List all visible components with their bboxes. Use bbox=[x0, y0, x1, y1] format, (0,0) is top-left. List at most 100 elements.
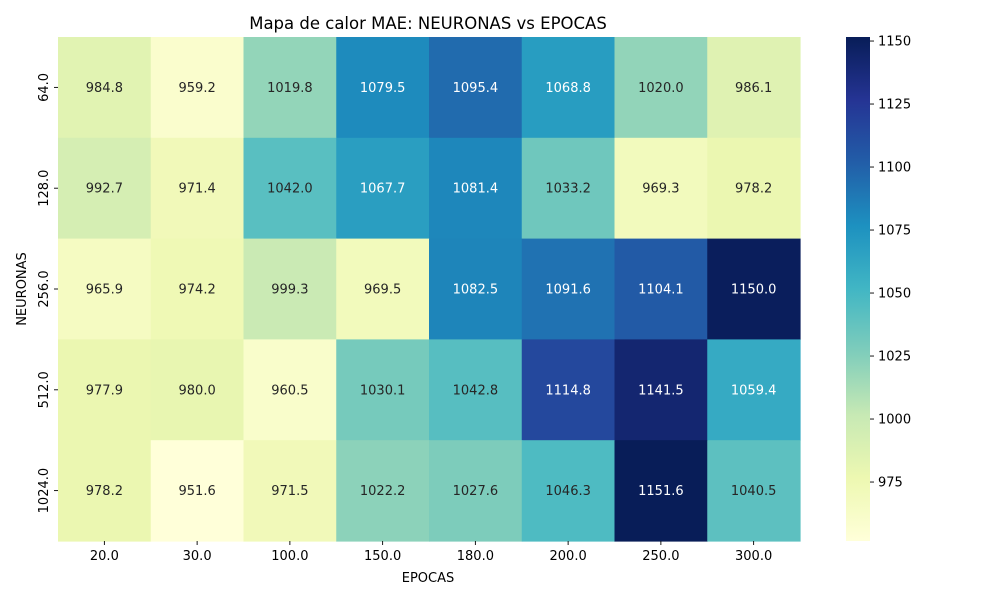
heatmap-cell bbox=[429, 339, 523, 441]
x-tick-label: 20.0 bbox=[90, 549, 119, 564]
heatmap-cells: 984.8 959.2 1019.8 1079.5 1095.4 1068.8 1020.0… bbox=[58, 37, 801, 542]
cell-value-label: 992.7 bbox=[86, 182, 123, 197]
y-tick-label: 64.0 bbox=[37, 73, 52, 102]
cell-value-label: 1033.2 bbox=[545, 182, 591, 197]
colorbar-tick-label: 1100 bbox=[878, 161, 911, 176]
cell-value-label: 965.9 bbox=[86, 283, 123, 298]
cell-value-label: 1022.2 bbox=[360, 484, 406, 499]
heatmap-cell bbox=[243, 137, 337, 240]
cell-value-label: 1046.3 bbox=[545, 484, 591, 499]
x-tick-label: 250.0 bbox=[642, 549, 679, 564]
cell-value-label: 1019.8 bbox=[267, 81, 313, 96]
heatmap-cell bbox=[58, 238, 152, 340]
colorbar: 975 1000 1025 1050 1075 1100 1125 1150 bbox=[846, 35, 911, 541]
cell-value-label: 1067.7 bbox=[360, 182, 406, 197]
cell-value-label: 1095.4 bbox=[453, 81, 499, 96]
cell-value-label: 1150.0 bbox=[731, 283, 777, 298]
cell-value-label: 1082.5 bbox=[453, 283, 499, 298]
cell-value-label: 971.4 bbox=[179, 182, 216, 197]
x-tick-label: 30.0 bbox=[183, 549, 212, 564]
cell-value-label: 980.0 bbox=[179, 383, 216, 398]
cell-value-label: 984.8 bbox=[86, 81, 123, 96]
heatmap-cell bbox=[150, 440, 245, 542]
cell-value-label: 1141.5 bbox=[638, 383, 684, 398]
heatmap-cell bbox=[150, 339, 245, 441]
heatmap-cell bbox=[58, 37, 152, 139]
heatmap-cell bbox=[614, 37, 708, 139]
heatmap-cell bbox=[58, 339, 152, 441]
x-tick-label: 180.0 bbox=[457, 549, 494, 564]
heatmap-cell bbox=[429, 238, 523, 340]
heatmap-cell bbox=[707, 137, 801, 240]
colorbar-tick-label: 1050 bbox=[878, 287, 911, 302]
heatmap-cell bbox=[614, 238, 708, 340]
colorbar-tick-label: 1125 bbox=[878, 98, 911, 113]
heatmap-cell bbox=[707, 37, 801, 139]
x-tick-label: 200.0 bbox=[550, 549, 587, 564]
cell-value-label: 960.5 bbox=[271, 383, 308, 398]
cell-value-label: 1040.5 bbox=[731, 484, 777, 499]
heatmap-cell bbox=[707, 339, 801, 441]
cell-value-label: 978.2 bbox=[86, 484, 123, 499]
heatmap-cell bbox=[521, 339, 616, 441]
cell-value-label: 1151.6 bbox=[638, 484, 684, 499]
cell-value-label: 1059.4 bbox=[731, 383, 777, 398]
colorbar-tick-label: 1075 bbox=[878, 224, 911, 239]
colorbar-tick-label: 1150 bbox=[878, 35, 911, 50]
heatmap-cell bbox=[150, 238, 245, 340]
heatmap-cell bbox=[243, 339, 337, 441]
cell-value-label: 1030.1 bbox=[360, 383, 406, 398]
y-tick-label: 1024.0 bbox=[37, 468, 52, 513]
heatmap-cell bbox=[707, 440, 801, 542]
x-tick-label: 150.0 bbox=[364, 549, 401, 564]
chart-title: Mapa de calor MAE: NEURONAS vs EPOCAS bbox=[249, 14, 607, 33]
cell-value-label: 1042.0 bbox=[267, 182, 313, 197]
x-axis-label: EPOCAS bbox=[402, 571, 455, 586]
heatmap-cell bbox=[336, 137, 430, 240]
cell-value-label: 959.2 bbox=[179, 81, 216, 96]
heatmap-cell bbox=[336, 238, 430, 340]
x-axis: 20.0 30.0 100.0 150.0 180.0 200.0 250.0 300.0 bbox=[90, 541, 772, 564]
y-tick-label: 256.0 bbox=[37, 270, 52, 307]
heatmap-cell bbox=[58, 440, 152, 542]
heatmap-cell bbox=[243, 37, 337, 139]
cell-value-label: 1104.1 bbox=[638, 283, 684, 298]
heatmap-cell bbox=[429, 37, 523, 139]
heatmap-cell bbox=[614, 440, 708, 542]
y-axis-label: NEURONAS bbox=[15, 252, 30, 326]
heatmap-cell bbox=[336, 339, 430, 441]
heatmap-cell bbox=[707, 238, 801, 340]
y-tick-label: 512.0 bbox=[37, 371, 52, 408]
x-tick-label: 100.0 bbox=[271, 549, 308, 564]
cell-value-label: 969.5 bbox=[364, 283, 401, 298]
cell-value-label: 1091.6 bbox=[545, 283, 591, 298]
heatmap-cell bbox=[336, 37, 430, 139]
heatmap-cell bbox=[150, 37, 245, 139]
cell-value-label: 951.6 bbox=[179, 484, 216, 499]
colorbar-tick-label: 1025 bbox=[878, 350, 911, 365]
cell-value-label: 974.2 bbox=[179, 283, 216, 298]
heatmap-cell bbox=[521, 137, 616, 240]
heatmap-cell bbox=[521, 238, 616, 340]
cell-value-label: 999.3 bbox=[271, 283, 308, 298]
heatmap-cell bbox=[243, 440, 337, 542]
heatmap-cell bbox=[614, 339, 708, 441]
heatmap-cell bbox=[429, 137, 523, 240]
x-tick-label: 300.0 bbox=[735, 549, 772, 564]
colorbar-gradient bbox=[846, 37, 870, 541]
heatmap-cell bbox=[521, 37, 616, 139]
cell-value-label: 978.2 bbox=[735, 182, 772, 197]
y-tick-label: 128.0 bbox=[37, 170, 52, 207]
cell-value-label: 986.1 bbox=[735, 81, 772, 96]
cell-value-label: 1081.4 bbox=[453, 182, 499, 197]
heatmap-cell bbox=[58, 137, 152, 240]
cell-value-label: 1042.8 bbox=[453, 383, 499, 398]
heatmap-cell bbox=[429, 440, 523, 542]
heatmap-cell bbox=[521, 440, 616, 542]
cell-value-label: 977.9 bbox=[86, 383, 123, 398]
cell-value-label: 1068.8 bbox=[545, 81, 591, 96]
colorbar-tick-label: 1000 bbox=[878, 413, 911, 428]
cell-value-label: 969.3 bbox=[642, 182, 679, 197]
